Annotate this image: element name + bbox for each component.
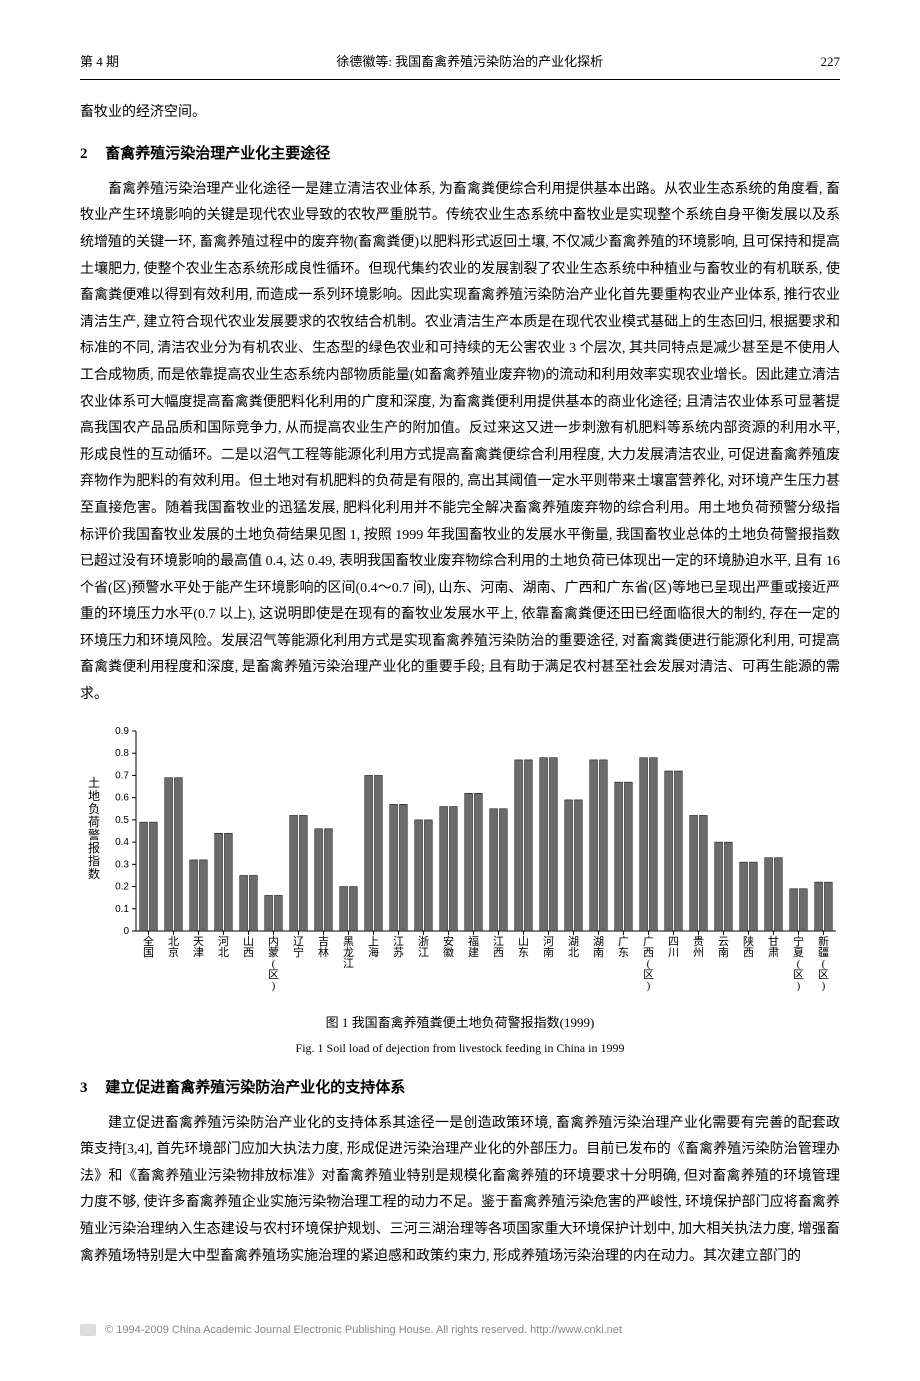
page-footer: © 1994-2009 China Academic Journal Elect… xyxy=(80,1320,840,1341)
svg-text:北京: 北京 xyxy=(168,935,179,959)
svg-text:0: 0 xyxy=(123,926,129,937)
svg-text:数: 数 xyxy=(88,866,100,881)
svg-text:警: 警 xyxy=(88,827,100,842)
svg-text:荷: 荷 xyxy=(88,815,100,829)
section-3-paragraph: 建立促进畜禽养殖污染防治产业化的支持体系其途径一是创造政策环境, 畜禽养殖污染治… xyxy=(80,1111,840,1271)
svg-text:浙江: 浙江 xyxy=(418,935,429,959)
svg-text:陕西: 陕西 xyxy=(743,934,754,959)
bar-chart-svg: 0 0.1 0.2 0.3 0.4 0.5 0.6 0.7 0.8 0.9 土地负荷警报指数全国北京… xyxy=(80,723,846,1001)
svg-text:河南: 河南 xyxy=(543,935,554,959)
svg-text:指: 指 xyxy=(88,853,100,868)
section-2-paragraph: 畜禽养殖污染治理产业化途径一是建立清洁农业体系, 为畜禽粪便综合利用提供基本出路… xyxy=(80,177,840,709)
svg-text:四川: 四川 xyxy=(668,936,679,959)
figure-1-caption-en: Fig. 1 Soil load of dejection from lives… xyxy=(80,1037,840,1060)
svg-text:新疆(区): 新疆(区) xyxy=(818,934,829,992)
section-3-number: 3 xyxy=(80,1074,88,1103)
svg-text:全国: 全国 xyxy=(143,934,154,959)
svg-text:负: 负 xyxy=(88,802,100,816)
svg-text:0.7: 0.7 xyxy=(115,770,129,781)
running-title: 徐德徽等: 我国畜禽养殖污染防治的产业化探析 xyxy=(336,50,603,75)
section-3-title: 建立促进畜禽养殖污染防治产业化的支持体系 xyxy=(105,1080,405,1096)
svg-text:报: 报 xyxy=(88,840,100,855)
orphan-paragraph: 畜牧业的经济空间。 xyxy=(80,100,840,127)
svg-text:上海: 上海 xyxy=(368,935,379,959)
svg-text:安徽: 安徽 xyxy=(443,934,454,959)
svg-text:土: 土 xyxy=(88,776,100,790)
svg-text:0.3: 0.3 xyxy=(115,859,129,870)
svg-text:山西: 山西 xyxy=(243,935,254,959)
svg-text:天津: 天津 xyxy=(193,936,204,959)
svg-text:0.5: 0.5 xyxy=(115,815,129,826)
svg-text:河北: 河北 xyxy=(218,935,229,959)
section-2-heading: 2 畜禽养殖污染治理产业化主要途径 xyxy=(80,140,840,169)
publisher-icon xyxy=(80,1324,96,1336)
svg-text:福建: 福建 xyxy=(468,934,479,959)
section-2-title: 畜禽养殖污染治理产业化主要途径 xyxy=(105,146,330,162)
svg-text:湖北: 湖北 xyxy=(568,935,579,959)
running-header: 第 4 期 徐德徽等: 我国畜禽养殖污染防治的产业化探析 227 xyxy=(80,50,840,80)
svg-text:广西(区): 广西(区) xyxy=(643,935,654,992)
svg-text:吉林: 吉林 xyxy=(318,935,329,959)
svg-text:0.9: 0.9 xyxy=(115,726,129,737)
svg-text:广东: 广东 xyxy=(618,935,629,959)
svg-text:宁夏(区): 宁夏(区) xyxy=(793,934,804,992)
svg-text:贵州: 贵州 xyxy=(693,935,704,959)
issue-number: 第 4 期 xyxy=(80,50,119,75)
svg-text:0.4: 0.4 xyxy=(115,837,129,848)
svg-text:0.2: 0.2 xyxy=(115,881,129,892)
section-2-number: 2 xyxy=(80,140,88,169)
svg-text:甘肃: 甘肃 xyxy=(768,935,779,959)
svg-text:内蒙(区): 内蒙(区) xyxy=(268,934,279,992)
svg-text:0.1: 0.1 xyxy=(115,903,129,914)
svg-text:江苏: 江苏 xyxy=(393,935,404,959)
footer-text: © 1994-2009 China Academic Journal Elect… xyxy=(105,1324,622,1336)
figure-1-caption-cn: 图 1 我国畜禽养殖粪便土地负荷警报指数(1999) xyxy=(80,1011,840,1036)
svg-text:0.6: 0.6 xyxy=(115,792,129,803)
svg-text:山东: 山东 xyxy=(518,935,529,959)
svg-text:江西: 江西 xyxy=(493,935,504,959)
section-3-heading: 3 建立促进畜禽养殖污染防治产业化的支持体系 xyxy=(80,1074,840,1103)
svg-text:云南: 云南 xyxy=(718,936,729,959)
figure-1: 0 0.1 0.2 0.3 0.4 0.5 0.6 0.7 0.8 0.9 土地负荷警报指数全国北京… xyxy=(80,723,840,1060)
svg-text:0.8: 0.8 xyxy=(115,748,129,759)
svg-text:黑龙江: 黑龙江 xyxy=(343,935,354,970)
svg-text:辽宁: 辽宁 xyxy=(293,935,304,959)
svg-text:地: 地 xyxy=(88,789,100,803)
svg-text:湖南: 湖南 xyxy=(593,935,604,959)
page-number: 227 xyxy=(820,50,840,75)
